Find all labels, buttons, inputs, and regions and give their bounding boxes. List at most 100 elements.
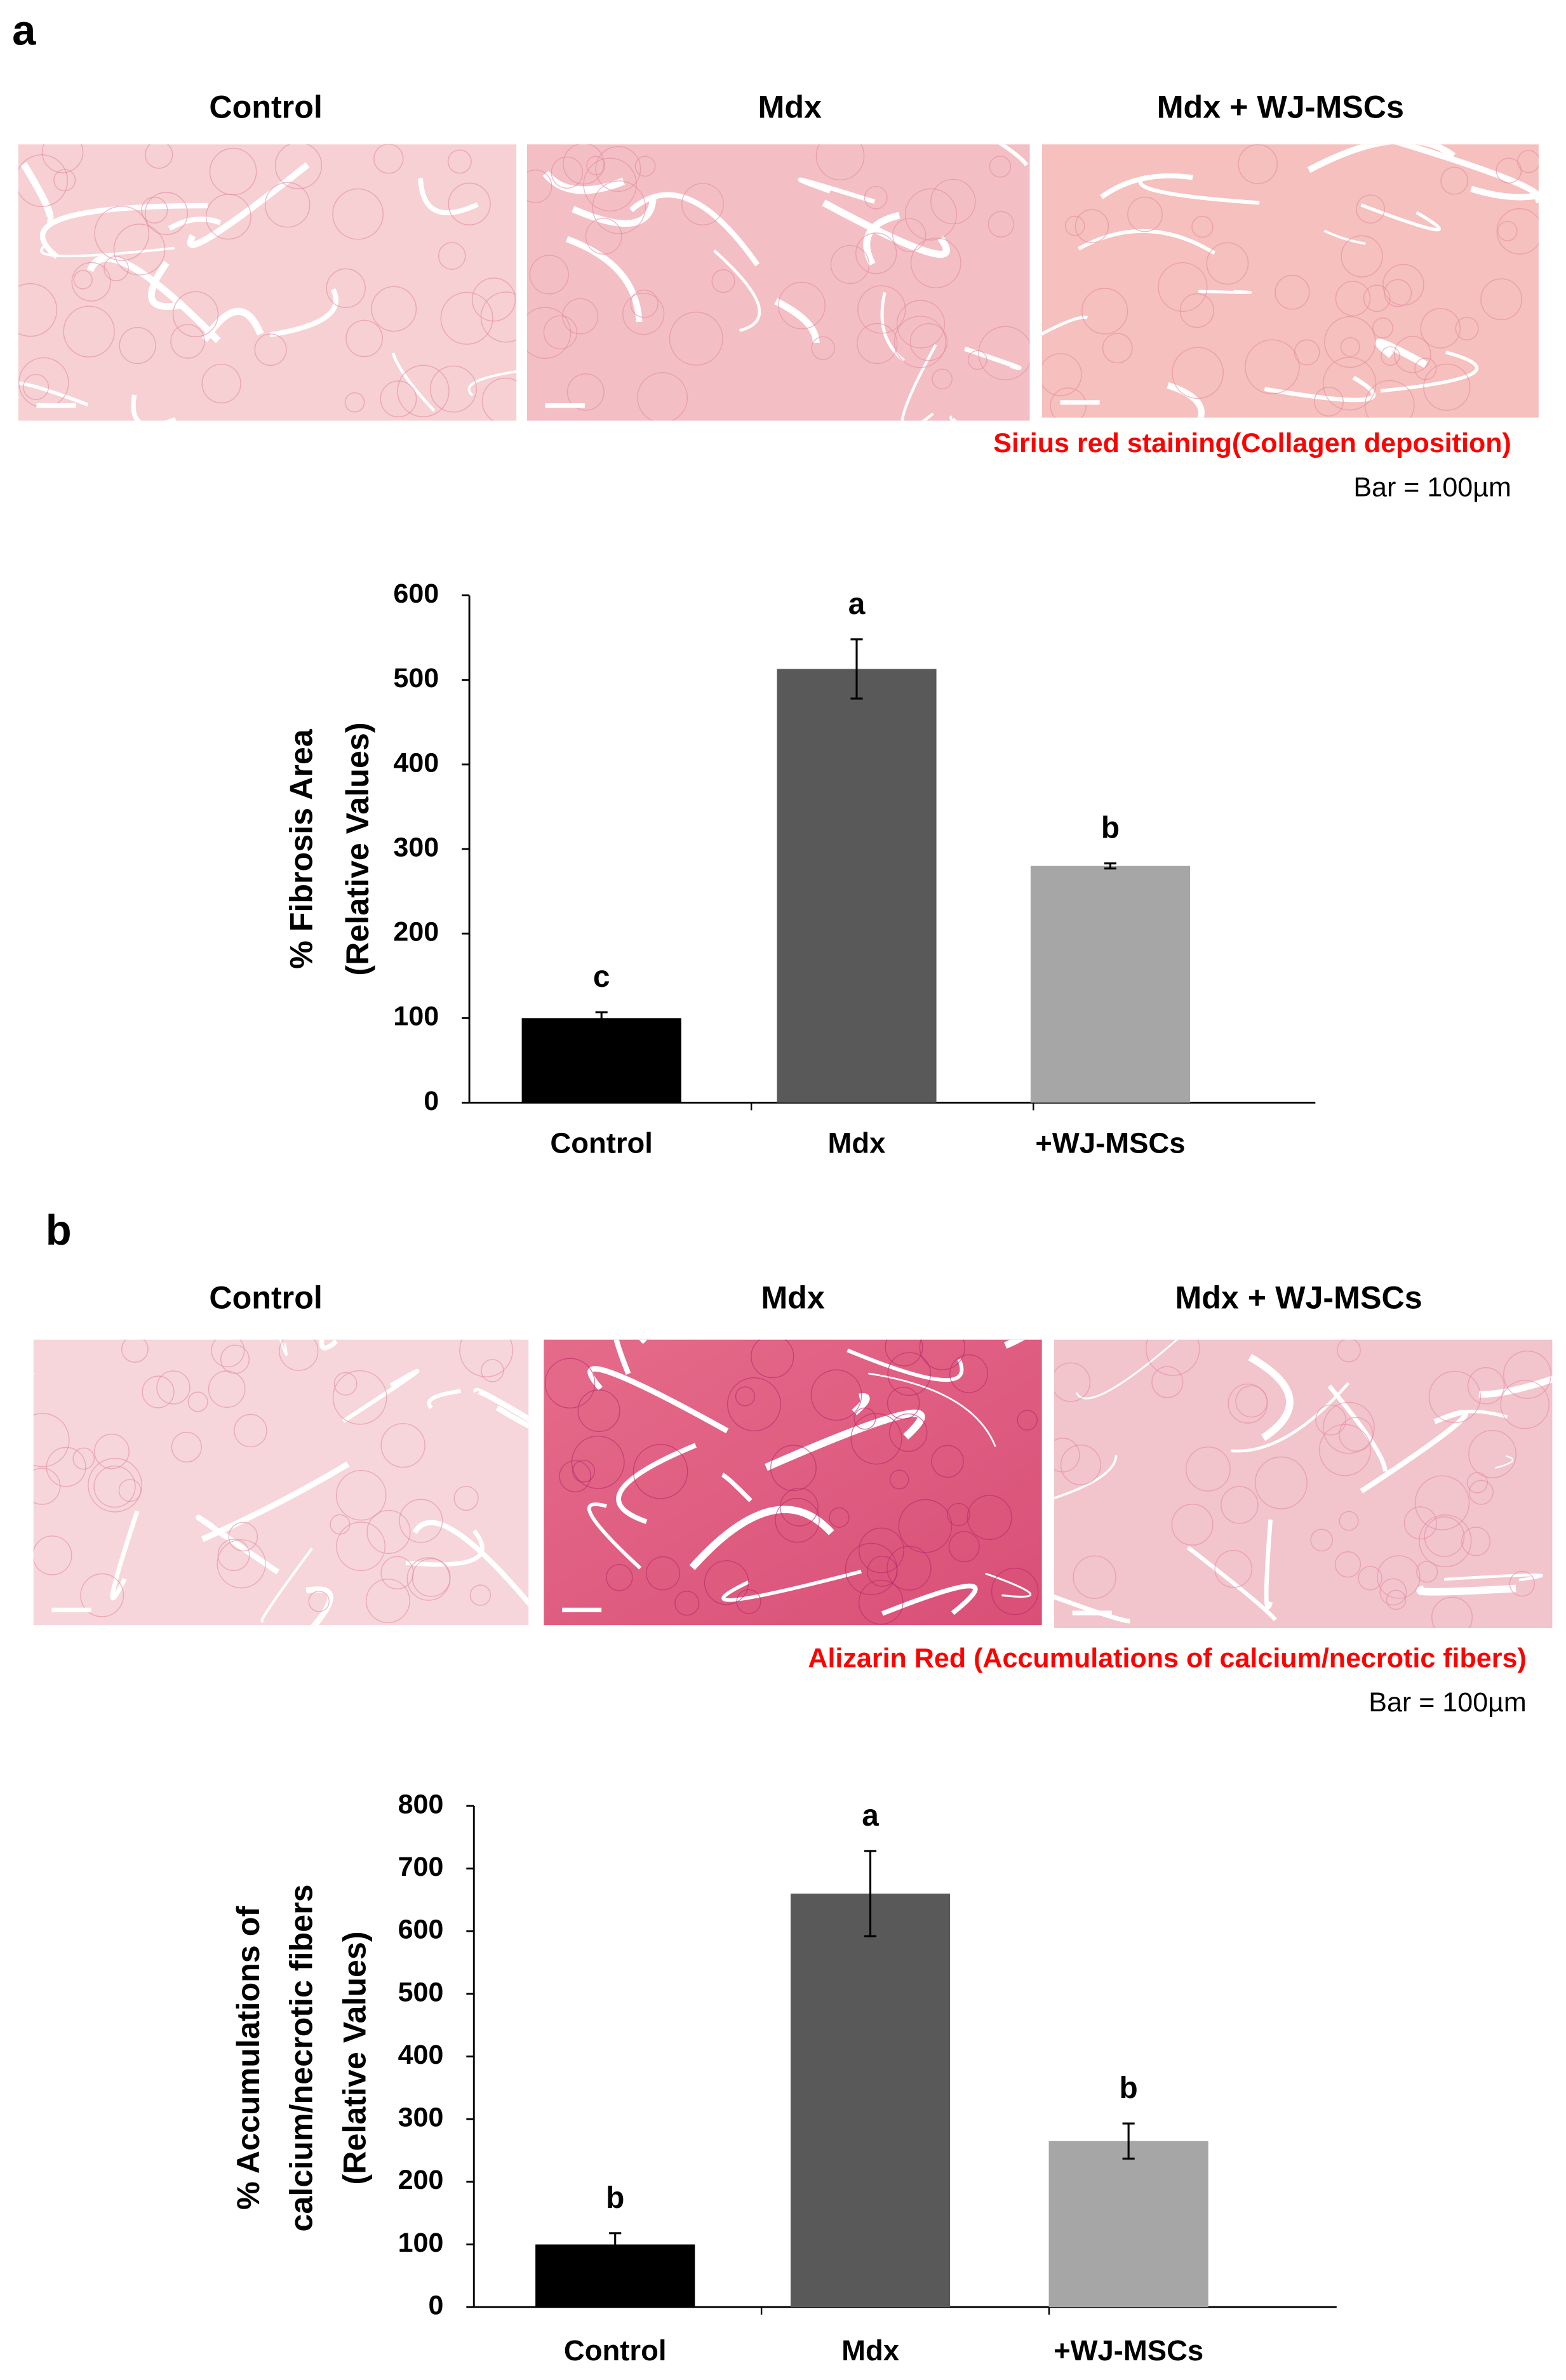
micrograph (1041, 144, 1539, 418)
cell (1314, 387, 1344, 417)
cell (1414, 1475, 1470, 1530)
tissue-gap (1495, 1455, 1514, 1469)
cell (896, 300, 946, 349)
cell (1339, 1417, 1374, 1452)
y-tick-label: 100 (393, 1001, 439, 1032)
tissue-gap (900, 344, 937, 421)
tissue-gap (689, 1506, 834, 1570)
scale-bar-label: Bar = 100µm (1369, 1687, 1527, 1718)
y-tick-label: 300 (398, 2103, 444, 2133)
tissue-gap (131, 394, 177, 421)
cell (1310, 1528, 1334, 1552)
cell (1381, 346, 1400, 366)
cell (144, 144, 173, 169)
tissue-gap (863, 211, 900, 266)
cell (1324, 316, 1376, 368)
cell (829, 1507, 850, 1528)
cell (559, 1460, 591, 1492)
cell (948, 1531, 980, 1563)
cell (481, 377, 517, 421)
y-tick-label: 700 (398, 1852, 444, 1882)
tissue-gap (86, 255, 221, 344)
cell (144, 192, 188, 236)
bar (790, 1894, 951, 2308)
tissue-gap (572, 197, 657, 227)
cell (228, 1521, 258, 1552)
tissue-gap (18, 381, 89, 407)
y-axis-title: % Fibrosis Area (284, 728, 319, 969)
tissue-gap (418, 178, 479, 215)
tissue-gap (110, 1510, 140, 1601)
cell (1235, 1385, 1268, 1418)
cell (850, 1413, 902, 1465)
cell (1275, 274, 1310, 310)
cell (622, 293, 665, 335)
tissue-gap (542, 170, 626, 194)
cell (211, 1339, 245, 1368)
significance-letter: b (606, 2181, 624, 2215)
cell (201, 363, 241, 404)
significance-letter: a (848, 587, 866, 621)
cell (978, 326, 1030, 380)
cell (1461, 1527, 1491, 1556)
cell (1050, 387, 1087, 418)
tissue-gap (1054, 1455, 1118, 1500)
cell (1431, 1596, 1473, 1629)
cell (397, 364, 450, 417)
bar (521, 1018, 681, 1103)
cell (736, 1589, 761, 1614)
cell (63, 305, 115, 358)
cell (438, 242, 466, 270)
tissue-gap (868, 1372, 996, 1447)
significance-letter: c (593, 960, 610, 994)
y-tick-label: 600 (398, 1915, 444, 1945)
tissue-gap (1380, 351, 1479, 393)
tissue-gap (587, 1502, 642, 1570)
cell (480, 291, 517, 343)
tissue-gap (949, 415, 958, 421)
cell (80, 1573, 124, 1617)
y-axis-title: % Accumulations of (231, 1906, 266, 2210)
y-tick-label: 200 (398, 2165, 444, 2195)
cell (1497, 220, 1518, 241)
cell (1064, 215, 1085, 236)
cell (335, 1469, 387, 1521)
cell (885, 1339, 923, 1367)
cell (1054, 1438, 1080, 1473)
cell (18, 154, 69, 207)
tissue-gap (1416, 1584, 1516, 1596)
cell (171, 1431, 202, 1463)
micrograph-bg (544, 1339, 1042, 1626)
tissue-gap (495, 1405, 529, 1429)
cell (1127, 196, 1163, 232)
cell (1151, 1366, 1184, 1398)
y-tick-label: 0 (428, 2290, 443, 2321)
y-tick-label: 0 (424, 1086, 439, 1116)
tissue-gap (613, 1339, 647, 1375)
cell (632, 1443, 688, 1499)
cell (336, 1521, 385, 1572)
tissue-gap (1198, 290, 1252, 294)
cell (1423, 363, 1471, 411)
cell (1424, 1516, 1465, 1557)
y-tick-label: 400 (393, 747, 439, 778)
significance-letter: b (1101, 812, 1120, 845)
cell (448, 182, 491, 225)
cell (399, 1499, 443, 1543)
cell (94, 1433, 130, 1469)
cell (345, 319, 383, 358)
cell (637, 372, 688, 421)
cell (380, 1556, 414, 1589)
cell (704, 1560, 749, 1605)
cell (113, 224, 166, 276)
tissue-gap (260, 1548, 313, 1623)
panel-label: a (12, 6, 36, 54)
cell (104, 256, 129, 281)
cell (1382, 264, 1424, 306)
tissue-gap (1078, 229, 1216, 255)
y-axis-title: (Relative Values) (340, 722, 375, 975)
x-tick-label: Control (564, 2334, 667, 2367)
cell (735, 1386, 756, 1407)
tissue-gap (1075, 1339, 1179, 1400)
cell (187, 1391, 208, 1412)
